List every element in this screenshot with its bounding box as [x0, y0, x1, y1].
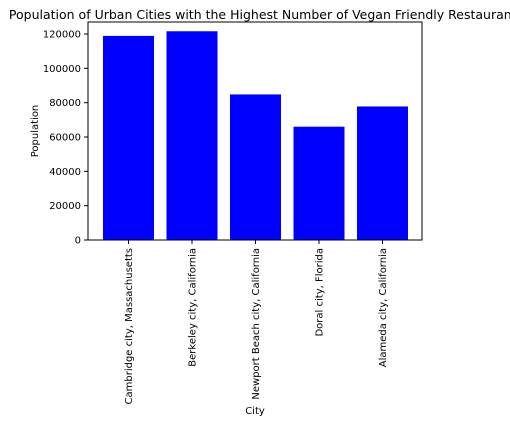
x-ticks-group: Cambridge city, Massachusetts Berkeley ci…	[124, 240, 389, 404]
bar-2	[230, 94, 281, 240]
y-ticks-group: 0 20000 40000 60000 80000 100000 120000	[43, 30, 88, 247]
y-tick-label-3: 60000	[49, 133, 81, 144]
bar-4	[357, 106, 408, 240]
x-axis-label: City	[245, 406, 265, 417]
chart-title: Population of Urban Cities with the High…	[9, 7, 510, 22]
y-tick-label-1: 20000	[49, 201, 81, 212]
x-tick-label-4: Alameda city, California	[378, 248, 389, 367]
x-tick-label-0: Cambridge city, Massachusetts	[124, 248, 135, 404]
bar-1	[166, 31, 218, 241]
y-tick-label-4: 80000	[49, 98, 81, 109]
y-tick-label-0: 0	[75, 236, 81, 247]
x-tick-label-2: Newport Beach city, California	[251, 248, 262, 400]
bar-3	[293, 126, 345, 240]
y-tick-label-2: 40000	[49, 167, 81, 178]
x-tick-label-3: Doral city, Florida	[315, 248, 326, 337]
y-tick-label-6: 120000	[43, 30, 81, 41]
y-tick-label-5: 100000	[43, 64, 81, 75]
bar-0	[103, 35, 154, 241]
y-axis-label: Population	[30, 105, 41, 158]
x-tick-label-1: Berkeley city, California	[188, 248, 199, 367]
plot-frame	[87, 21, 423, 241]
bars-group	[103, 31, 408, 241]
